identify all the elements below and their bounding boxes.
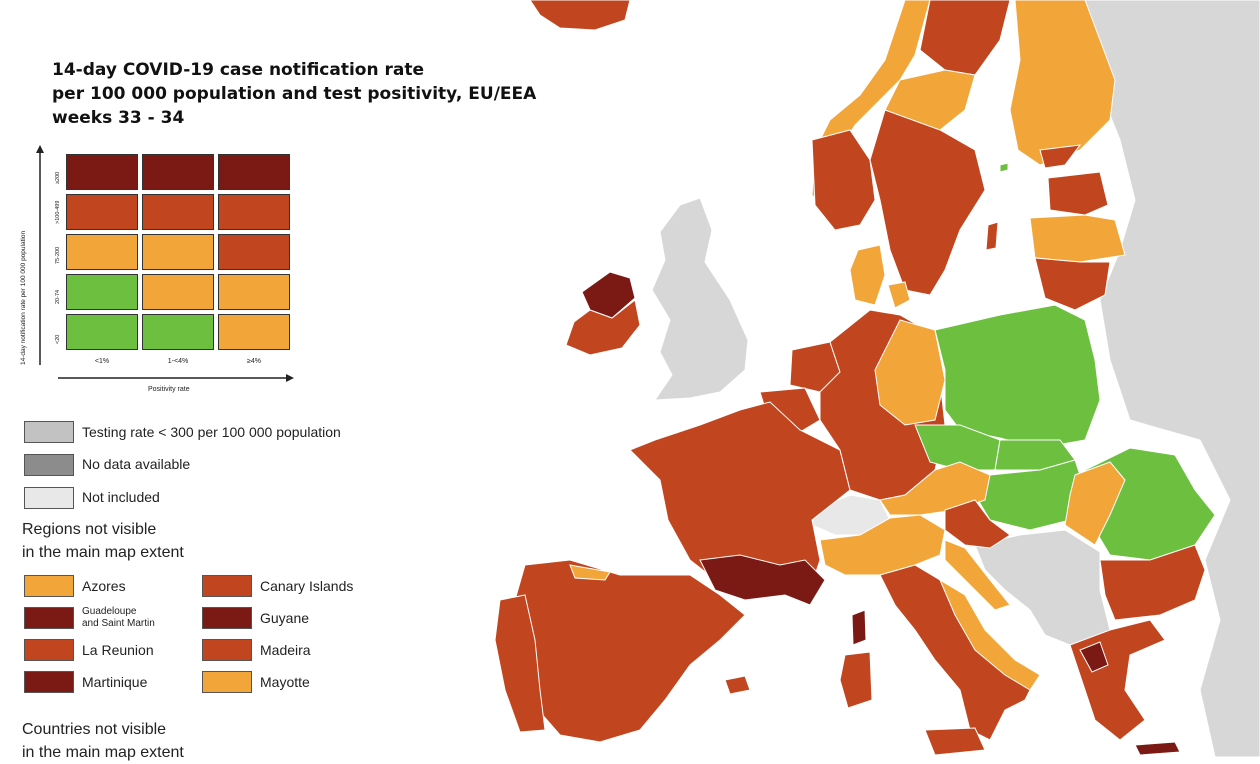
- region-label-azores: Azores: [82, 578, 126, 594]
- region-label-madeira: Madeira: [260, 642, 311, 658]
- region-corsica: [851, 609, 867, 646]
- region-swatch-guadeloupe: [24, 607, 74, 629]
- map-title-line-2: per 100 000 population and test positivi…: [52, 84, 537, 104]
- region-sweden-north: [919, 0, 1011, 76]
- region-label-guadeloupe-line-1: Guadeloupe: [82, 606, 137, 617]
- legend-swatch-no-data: [24, 454, 74, 476]
- legend-x-tick: 1-<4%: [167, 358, 189, 365]
- countries-title-line-1: Countries not visible: [22, 721, 167, 738]
- legend-y-tick: ≥200: [55, 171, 61, 184]
- region-label-mayotte: Mayotte: [260, 674, 310, 690]
- region-austria: [879, 461, 991, 516]
- region-balearics: [724, 675, 751, 695]
- regions-title-line-1: Regions not visible: [22, 521, 157, 538]
- region-label-guyane: Guyane: [260, 610, 310, 626]
- region-sardinia: [839, 651, 873, 709]
- legend-cell-r4-c0: [66, 314, 138, 350]
- legend-cell-r0-c1: [142, 154, 214, 190]
- region-label-guadeloupe: Guadeloupe and Saint Martin: [82, 606, 155, 630]
- region-swatch-canary-islands: [202, 575, 252, 597]
- legend-x-tick: ≥4%: [247, 358, 261, 365]
- legend-matrix: [66, 154, 296, 356]
- region-ireland: [565, 299, 641, 356]
- map-title-line-1: 14-day COVID-19 case notification rate: [52, 60, 425, 80]
- legend-y-tick: 20-74: [55, 289, 61, 304]
- legend-cell-r0-c2: [218, 154, 290, 190]
- region-swatch-azores: [24, 575, 74, 597]
- region-slovenia-croatia: [944, 499, 1011, 549]
- region-finland: [1009, 0, 1116, 166]
- legend-y-axis-arrow: [36, 145, 44, 365]
- region-swatch-martinique: [24, 671, 74, 693]
- legend-cell-r4-c1: [142, 314, 214, 350]
- legend-cell-r2-c2: [218, 234, 290, 270]
- map-title: 14-day COVID-19 case notification rate p…: [52, 58, 536, 130]
- region-swatch-mayotte: [202, 671, 252, 693]
- legend-label-not-included: Not included: [82, 489, 160, 505]
- regions-title-line-2: in the main map extent: [22, 544, 184, 561]
- map-title-line-3: weeks 33 - 34: [52, 108, 185, 128]
- region-label-guadeloupe-line-2: and Saint Martin: [82, 618, 155, 629]
- legend-y-tick: 75-200: [55, 246, 61, 264]
- regions-title: Regions not visible in the main map exte…: [22, 518, 184, 564]
- region-crete: [1134, 741, 1181, 756]
- region-label-martinique: Martinique: [82, 674, 148, 690]
- region-poland: [934, 304, 1101, 449]
- region-greece-north: [1079, 641, 1109, 673]
- legend-cell-r2-c0: [66, 234, 138, 270]
- region-iceland: [529, 0, 631, 31]
- region-estonia: [1047, 171, 1109, 216]
- region-spain: [514, 559, 746, 743]
- region-italy-adriatic: [938, 578, 1041, 691]
- legend-cell-r3-c0: [66, 274, 138, 310]
- region-gotland: [985, 221, 999, 251]
- region-denmark-islands: [887, 281, 911, 309]
- countries-title: Countries not visible in the main map ex…: [22, 718, 184, 764]
- legend-cell-r3-c1: [142, 274, 214, 310]
- region-finland-south: [1039, 144, 1082, 169]
- legend-cell-r3-c2: [218, 274, 290, 310]
- legend-label-testing-low: Testing rate < 300 per 100 000 populatio…: [82, 424, 341, 440]
- region-sweden-south: [869, 109, 986, 296]
- legend-cell-r1-c0: [66, 194, 138, 230]
- region-croatia-coast: [944, 539, 1011, 611]
- region-swatch-la-reunion: [24, 639, 74, 661]
- legend-label-no-data: No data available: [82, 456, 191, 472]
- legend-x-tick: <1%: [94, 358, 110, 365]
- legend-cell-r0-c0: [66, 154, 138, 190]
- legend-y-tick: >100-499: [55, 200, 61, 224]
- legend-x-axis-arrow: [58, 374, 294, 382]
- region-uk: [651, 197, 749, 401]
- legend-cell-r4-c2: [218, 314, 290, 350]
- legend-y-tick: <20: [55, 334, 61, 344]
- legend-swatch-testing-low: [24, 421, 74, 443]
- region-italy-north: [819, 514, 946, 576]
- region-portugal: [494, 594, 546, 733]
- legend-cell-r1-c2: [218, 194, 290, 230]
- region-france-south: [699, 554, 826, 606]
- region-latvia: [1029, 214, 1126, 263]
- legend-x-axis-label: Positivity rate: [148, 386, 190, 393]
- region-eastern-europe: [1079, 0, 1260, 757]
- legend-cell-r2-c1: [142, 234, 214, 270]
- legend-cell-r1-c1: [142, 194, 214, 230]
- region-aland: [999, 162, 1009, 173]
- region-denmark: [849, 244, 886, 306]
- legend-y-axis-label: 14-day notification rate per 100 000 pop…: [20, 230, 27, 365]
- region-label-la-reunion: La Reunion: [82, 642, 154, 658]
- legend-swatch-not-included: [24, 487, 74, 509]
- countries-title-line-2: in the main map extent: [22, 744, 184, 761]
- region-france: [629, 401, 851, 591]
- region-lithuania: [1034, 257, 1111, 311]
- map-land: [494, 0, 1260, 757]
- region-sicily: [924, 727, 986, 756]
- region-romania-west: [1064, 461, 1126, 546]
- region-bulgaria: [1099, 544, 1206, 621]
- region-spain-north: [569, 564, 611, 581]
- region-norway-south: [811, 129, 876, 231]
- region-label-canary-islands: Canary Islands: [260, 578, 354, 594]
- region-swatch-guyane: [202, 607, 252, 629]
- region-swatch-madeira: [202, 639, 252, 661]
